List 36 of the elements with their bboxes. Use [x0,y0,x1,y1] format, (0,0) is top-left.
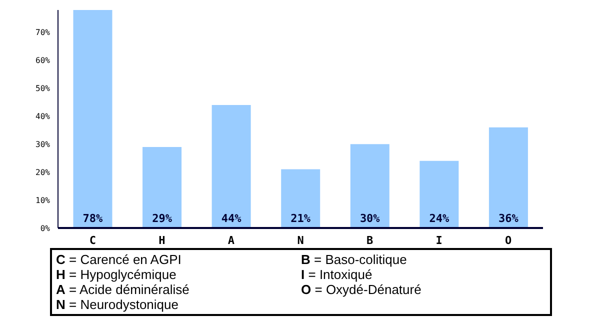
data-label: 36% [498,212,519,225]
text: H = Hypoglycémique [56,267,178,282]
text: C = Carencé en AGPI [56,252,182,267]
text: O = Oxydé-Dénaturé [301,282,422,297]
x-tick-label: H [158,234,166,247]
x-tick-label: B [366,234,374,247]
text: I = Intoxiqué [301,267,374,282]
data-label: 24% [429,212,450,225]
x-tick-label: I [436,234,442,247]
y-tick-label: 50% [36,84,50,94]
y-tick-label: 20% [36,168,50,177]
data-label: 30% [360,212,380,225]
y-tick-label: 60% [36,56,50,66]
data-label: 78% [82,212,104,225]
x-tick-label: N [297,234,304,247]
y-tick-label: 70% [36,28,50,38]
y-tick-label: 30% [36,140,50,149]
bar [488,127,528,228]
bar [420,160,459,228]
y-tick-label: 10% [36,196,50,205]
text: B = Baso-colitique [301,252,408,267]
x-tick-label: O [505,234,512,247]
data-label: 44% [221,212,242,225]
text: A = Acide déminéralisé [56,282,190,297]
x-tick-label: A [228,234,235,247]
data-label: 21% [290,212,311,225]
y-tick-label: 0% [40,224,50,233]
y-tick-label: 40% [36,112,50,122]
x-tick-label: C [89,234,96,247]
bar [212,105,251,228]
data-label: 29% [152,212,172,225]
bar [350,144,390,228]
text: N = Neurodystonique [56,297,180,312]
bar [73,10,112,228]
bar [142,146,182,228]
bar [281,169,320,228]
